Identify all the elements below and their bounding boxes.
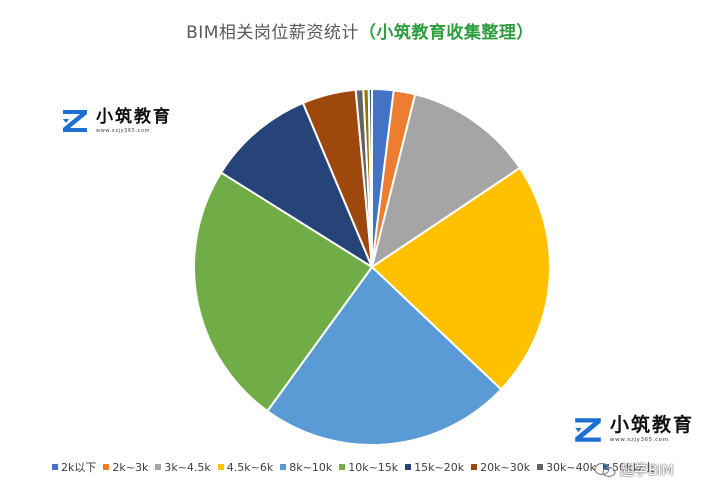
legend-label: 10k~15k — [348, 460, 399, 474]
logo-name: 小筑教育 — [96, 106, 172, 127]
legend-label: 2k~3k — [112, 460, 149, 474]
legend-swatch — [155, 464, 162, 470]
chart-title-main: BIM相关岗位薪资统计 — [186, 23, 359, 43]
legend-item: 3k~4.5k — [155, 458, 211, 476]
legend-item: 2k以下 — [52, 458, 96, 476]
legend-swatch — [603, 464, 610, 470]
pie-slice-3k~4.5k — [371, 93, 521, 268]
legend-item: 2k~3k — [103, 458, 148, 476]
legend-swatch — [280, 464, 287, 470]
pie-slice-8k~10k — [266, 266, 503, 446]
legend-label: 15k~20k — [414, 460, 465, 474]
pie-slice-4.5k~6k — [371, 166, 551, 391]
pie-slice-10k~15k — [193, 171, 373, 413]
legend-swatch — [52, 464, 58, 470]
legend-label: 20k~30k — [480, 460, 531, 474]
legend-item: 8k~10k — [280, 458, 332, 476]
legend-swatch — [537, 464, 544, 470]
z-logo-icon — [575, 418, 601, 442]
legend-swatch — [339, 464, 346, 470]
logo-url: www.xzjy365.com — [96, 127, 151, 134]
legend-item: 4.5k~6k — [217, 458, 274, 476]
legend-label: 4.5k~6k — [226, 460, 274, 474]
wechat-icon — [594, 462, 616, 478]
legend-label: 30k~40k — [546, 460, 597, 474]
legend-item: 10k~15k — [339, 458, 398, 476]
logo-name: 小筑教育 — [610, 414, 695, 437]
legend-label: 8k~10k — [289, 460, 333, 474]
chart-title-sub: （小筑教育收集整理） — [358, 23, 534, 43]
chart-title: BIM相关岗位薪资统计（小筑教育收集整理） — [0, 18, 720, 43]
brand-logo-bottom: 小筑教育 www.xzjy365.com — [572, 416, 694, 444]
chart-legend: 2k以下 2k~3k 3k~4.5k 4.5k~6k 8k~10k 10k~15k 15k~… — [52, 458, 672, 476]
legend-item: 20k~30k — [471, 458, 530, 476]
legend-label: 3k~4.5k — [164, 460, 211, 474]
legend-item: 15k~20k — [405, 458, 464, 476]
watermark-text: 起学BIM — [620, 463, 674, 479]
pie-slice-50k以上 — [367, 87, 373, 268]
legend-swatch — [405, 464, 412, 470]
legend-swatch — [471, 464, 478, 470]
wechat-watermark: 起学BIM — [594, 460, 674, 480]
logo-url: www.xzjy365.com — [610, 437, 669, 444]
legend-label: 2k以下 — [61, 461, 97, 474]
legend-swatch — [217, 464, 224, 470]
legend-item: 30k~40k — [537, 458, 596, 476]
z-logo-icon — [63, 110, 87, 132]
pie-slice-15k~20k — [220, 101, 373, 268]
legend-item: 50k以上 — [603, 458, 654, 476]
legend-swatch — [103, 464, 110, 470]
legend-label: 50k以上 — [612, 461, 655, 474]
brand-logo-top: 小筑教育 www.xzjy365.com — [60, 108, 172, 134]
